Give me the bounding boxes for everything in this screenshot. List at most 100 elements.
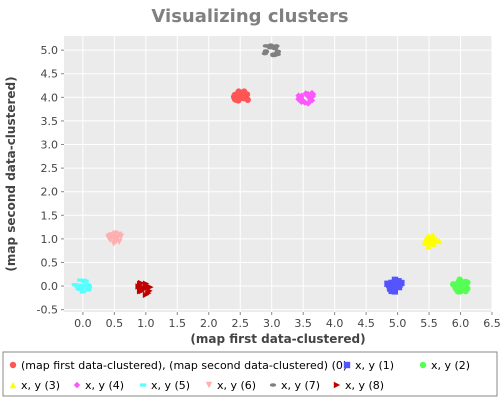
data-point	[111, 236, 119, 243]
legend-label: x, y (3)	[21, 379, 60, 392]
data-point	[274, 49, 282, 54]
data-point	[145, 289, 152, 297]
data-point	[456, 276, 463, 283]
data-point	[116, 231, 123, 239]
data-point	[395, 283, 403, 291]
data-point	[460, 282, 467, 289]
data-point	[304, 100, 312, 107]
data-points	[71, 43, 471, 298]
data-point	[240, 94, 247, 102]
series-3	[421, 232, 443, 250]
x-tick-label: 2.0	[200, 317, 218, 330]
y-tick-label: 1.5	[41, 209, 59, 222]
data-point	[424, 232, 432, 240]
data-point	[75, 286, 82, 291]
y-tick-label: 3.5	[41, 115, 59, 128]
x-tick-label: 4.5	[357, 317, 375, 330]
series-6	[105, 230, 125, 247]
series-8	[135, 279, 154, 298]
data-point	[424, 243, 432, 250]
data-point	[142, 280, 150, 287]
data-point	[298, 98, 305, 106]
x-tick-label: 3.0	[263, 317, 281, 330]
y-tick-label: 5.0	[41, 44, 59, 57]
plot-area	[64, 36, 492, 312]
series-2	[449, 276, 471, 295]
x-tick-label: 3.5	[294, 317, 312, 330]
y-tick-label: -0.5	[37, 304, 58, 317]
legend-label: x, y (7)	[281, 379, 320, 392]
y-tick-label: 4.5	[41, 68, 59, 81]
data-point	[147, 283, 154, 291]
data-point	[79, 283, 86, 287]
series-5	[71, 278, 93, 294]
data-point	[108, 233, 116, 240]
data-point	[110, 240, 117, 247]
y-tick-label: 1.0	[41, 233, 59, 246]
data-point	[422, 236, 429, 243]
data-point	[271, 53, 279, 57]
x-tick-label: 4.0	[326, 317, 344, 330]
data-point	[140, 285, 147, 292]
legend-marker	[73, 381, 81, 389]
grid-lines	[64, 36, 493, 312]
series-7	[261, 43, 282, 58]
legend-label: x, y (8)	[345, 379, 384, 392]
x-tick-label: 1.0	[137, 317, 155, 330]
data-point	[436, 237, 443, 245]
data-point	[295, 95, 302, 103]
data-point	[262, 49, 270, 53]
y-tick-label: 2.5	[41, 162, 59, 175]
series-4	[295, 89, 317, 107]
legend-marker	[269, 383, 277, 387]
legend-label: (map first data-clustered), (map second …	[21, 359, 347, 372]
data-point	[233, 93, 240, 100]
legend-items: (map first data-clustered), (map second …	[9, 359, 470, 392]
legend-label: x, y (5)	[151, 379, 190, 392]
legend-marker	[333, 381, 341, 389]
y-axis-ticks: -0.5 0.0 0.5 1.0 1.5 2.0 2.5 3.0 3.5 4.0 4.5 5.0	[37, 44, 64, 317]
data-point	[80, 278, 87, 283]
data-point	[77, 278, 84, 282]
y-tick-label: 0.5	[41, 256, 59, 269]
data-point	[455, 288, 462, 295]
y-tick-label: 3.0	[41, 139, 59, 152]
y-tick-label: 2.0	[41, 186, 59, 199]
data-point	[386, 281, 393, 288]
x-tick-label: 0.5	[106, 317, 124, 330]
x-tick-label: 2.5	[231, 317, 249, 330]
data-point	[136, 287, 144, 295]
data-point	[304, 90, 312, 98]
series-0	[230, 88, 251, 104]
x-tick-label: 5.0	[389, 317, 407, 330]
legend	[2, 351, 498, 397]
x-axis-ticks: 0.0 0.5 1.0 1.5 2.0 2.5 3.0 3.5 4.0 4.5 5.0 5.5 6.0 6…	[74, 312, 500, 330]
y-axis-label: (map second data-clustered)	[4, 76, 18, 271]
chart-title: Visualizing clusters	[151, 6, 348, 27]
y-tick-label: 0.0	[41, 280, 59, 293]
data-point	[84, 283, 92, 287]
x-tick-label: 5.5	[420, 317, 438, 330]
series-1	[384, 276, 405, 295]
x-tick-label: 0.0	[74, 317, 92, 330]
legend-marker	[205, 381, 213, 389]
x-tick-label: 6.5	[483, 317, 500, 330]
data-point	[71, 283, 79, 287]
data-point	[85, 285, 92, 289]
x-axis-label: (map first data-clustered)	[190, 332, 365, 346]
legend-marker	[139, 383, 147, 387]
data-point	[79, 290, 87, 294]
data-point	[390, 279, 398, 287]
y-tick-label: 4.0	[41, 91, 59, 104]
x-tick-label: 6.0	[452, 317, 470, 330]
data-point	[240, 88, 248, 95]
data-point	[84, 288, 92, 292]
data-point	[266, 45, 273, 49]
legend-label: x, y (2)	[431, 359, 470, 372]
data-point	[138, 279, 145, 287]
legend-label: x, y (6)	[217, 379, 256, 392]
legend-label: x, y (1)	[355, 359, 394, 372]
data-point	[111, 230, 119, 237]
data-point	[308, 89, 316, 97]
